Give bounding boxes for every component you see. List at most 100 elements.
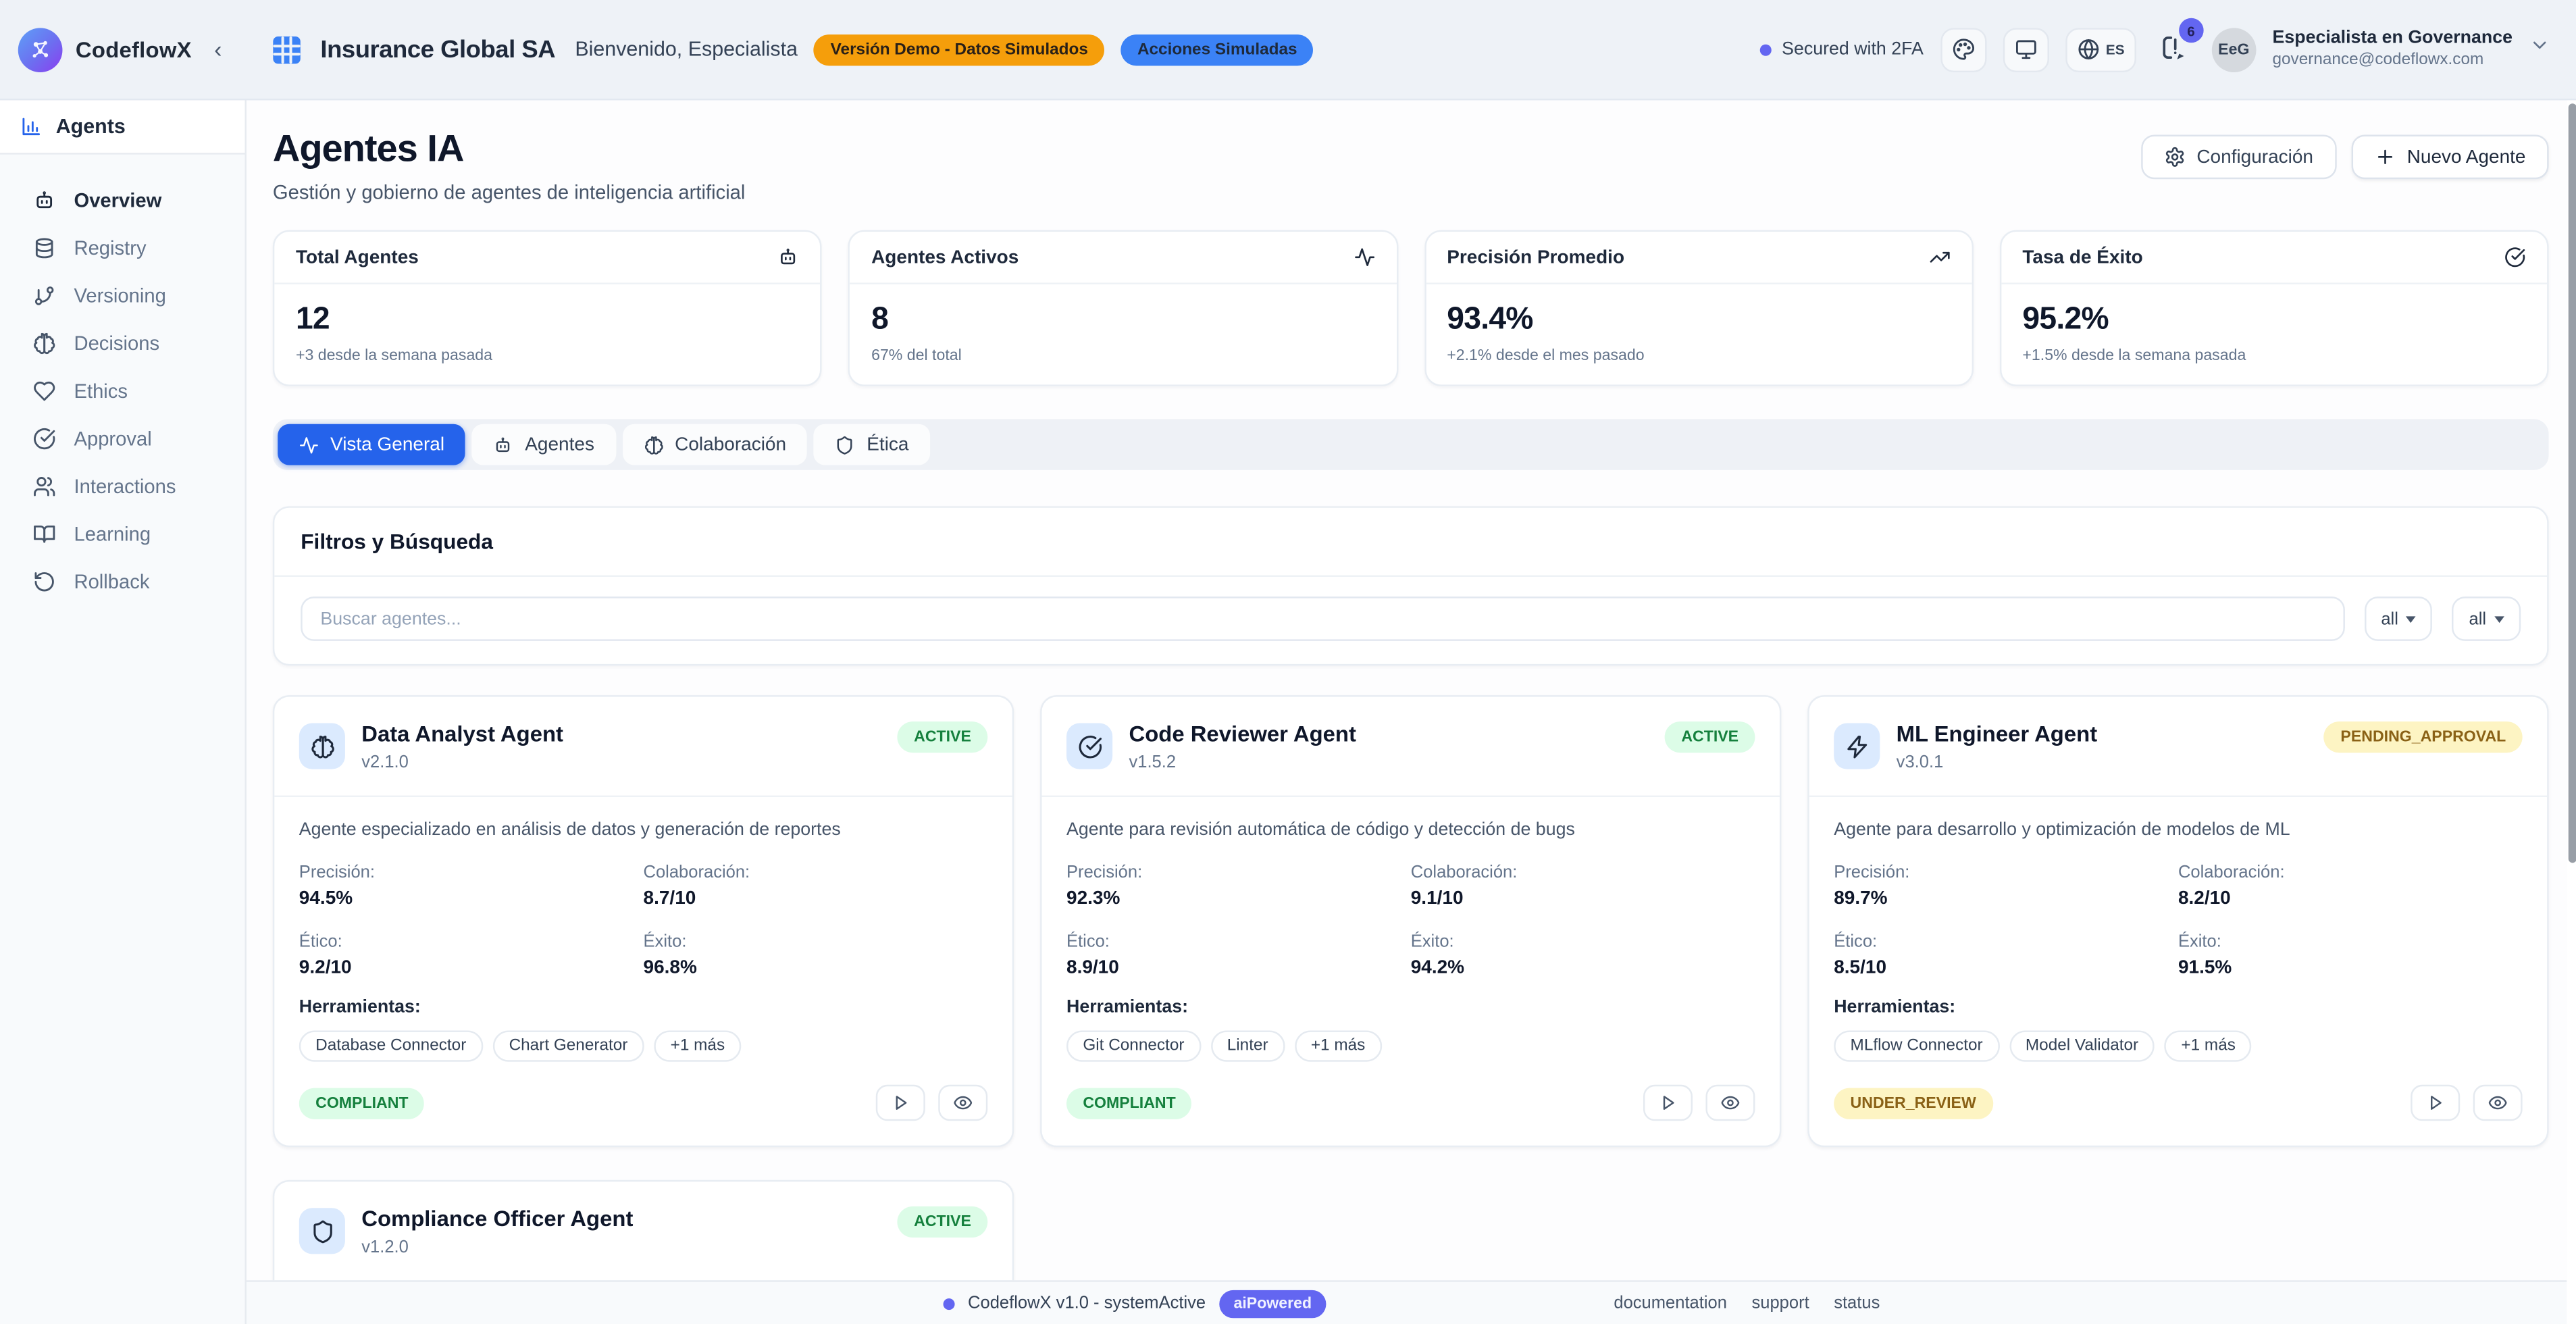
agent-card-body: Agente para revisión automática de códig…: [1042, 797, 1780, 1146]
metric-value: 91.5%: [2178, 958, 2232, 978]
play-icon: [1658, 1093, 1678, 1113]
brain-icon: [33, 331, 56, 354]
codeflowx-logo: [18, 27, 63, 72]
sidebar-collapse-button[interactable]: ‹: [214, 36, 222, 63]
stat-card: Agentes Activos 8 67% del total: [848, 230, 1398, 386]
agent-metric: Ético: 8.5/10: [1834, 932, 2178, 978]
footer-link-documentation[interactable]: documentation: [1614, 1293, 1727, 1313]
metric-label: Precisión:: [1066, 863, 1143, 883]
agent-metric: Ético: 9.2/10: [299, 932, 644, 978]
activity-icon: [1354, 247, 1375, 268]
tool-chip: MLflow Connector: [1834, 1030, 1999, 1062]
agent-metric: Éxito: 91.5%: [2178, 932, 2523, 978]
sidebar-item-rollback[interactable]: Rollback: [0, 557, 245, 605]
status-filter-dropdown[interactable]: all: [2365, 596, 2433, 641]
agent-card-footer: UNDER_REVIEW: [1834, 1084, 2523, 1121]
run-agent-button[interactable]: [2411, 1084, 2461, 1121]
agent-card: ML Engineer Agent v3.0.1 PENDING_APPROVAL A…: [1807, 695, 2549, 1148]
type-filter-dropdown[interactable]: all: [2452, 596, 2521, 641]
tool-chip: Git Connector: [1066, 1030, 1201, 1062]
main-content: Agentes IA Gestión y gobierno de agentes…: [247, 100, 2576, 1324]
stat-card-header: Total Agentes: [274, 232, 821, 284]
tools-label: Herramientas:: [299, 997, 421, 1018]
view-agent-button[interactable]: [938, 1084, 988, 1121]
agent-avatar: [299, 1208, 345, 1254]
tab-ética[interactable]: Ética: [814, 424, 931, 465]
sidebar-item-learning[interactable]: Learning: [0, 509, 245, 557]
agent-description: Agente para revisión automática de códig…: [1066, 820, 1575, 840]
stat-title: Precisión Promedio: [1447, 247, 1625, 268]
notifications-button[interactable]: 6: [2156, 18, 2204, 69]
metric-label: Ético:: [1834, 932, 1878, 952]
user-avatar[interactable]: EeG: [2211, 27, 2257, 72]
eye-icon: [2488, 1093, 2508, 1113]
bot-icon: [494, 435, 513, 455]
sidebar-item-versioning[interactable]: Versioning: [0, 271, 245, 319]
stat-title: Total Agentes: [295, 247, 419, 268]
view-agent-button[interactable]: [1705, 1084, 1755, 1121]
sidebar-item-decisions[interactable]: Decisions: [0, 319, 245, 367]
bot-icon: [777, 247, 799, 268]
metric-value: 8.2/10: [2178, 889, 2231, 909]
sidebar-item-approval[interactable]: Approval: [0, 414, 245, 462]
sidebar-item-overview[interactable]: Overview: [0, 176, 245, 224]
filters-panel: Filtros y Búsqueda all all: [272, 506, 2549, 666]
agent-card: Code Reviewer Agent v1.5.2 ACTIVE Agente pa…: [1040, 695, 1782, 1148]
filters-panel-header: Filtros y Búsqueda: [274, 508, 2548, 577]
company-name: Insurance Global SA: [320, 35, 556, 63]
stat-card-header: Agentes Activos: [850, 232, 1396, 284]
agent-metric: Precisión: 92.3%: [1066, 863, 1411, 909]
tab-agentes[interactable]: Agentes: [472, 424, 616, 465]
page-subtitle: Gestión y gobierno de agentes de intelig…: [272, 180, 746, 204]
tab-colaboración[interactable]: Colaboración: [622, 424, 808, 465]
tab-label: Agentes: [525, 434, 594, 455]
bot-icon: [33, 188, 56, 211]
run-agent-button[interactable]: [875, 1084, 925, 1121]
user-menu-chevron[interactable]: [2529, 34, 2550, 64]
theme-palette-button[interactable]: [1940, 27, 1986, 72]
brain-icon: [644, 435, 663, 455]
brand-name: CodeflowX: [75, 36, 192, 62]
agents-grid: Data Analyst Agent v2.1.0 ACTIVE Agente esp…: [272, 695, 2549, 1324]
footer-link-status[interactable]: status: [1834, 1293, 1880, 1313]
agent-avatar: [1834, 723, 1880, 769]
tools-label: Herramientas:: [1834, 997, 1956, 1018]
page-scrollbar[interactable]: [2567, 100, 2576, 1324]
stat-card: Precisión Promedio 93.4% +2.1% desde el me…: [1424, 230, 1974, 386]
stat-value: 95.2%: [2022, 302, 2109, 337]
welcome-text: Bienvenido, Especialista: [575, 37, 798, 61]
tool-chip: Linter: [1210, 1030, 1285, 1062]
configuration-button[interactable]: Configuración: [2140, 134, 2337, 180]
tool-chip: Model Validator: [2009, 1030, 2155, 1062]
2fa-status-dot: [1760, 43, 1772, 55]
footer-link-support[interactable]: support: [1751, 1293, 1809, 1313]
ai-powered-badge: aiPowered: [1218, 1289, 1327, 1318]
sidebar-item-registry[interactable]: Registry: [0, 224, 245, 272]
tab-label: Vista General: [330, 434, 445, 455]
stats-row: Total Agentes 12 +3 desde la semana pasada…: [272, 230, 2549, 386]
agent-metric: Colaboración: 9.1/10: [1411, 863, 1755, 909]
search-input[interactable]: [301, 596, 2345, 641]
metric-value: 9.2/10: [299, 958, 352, 978]
agent-card-header: Compliance Officer Agent v1.2.0 ACTIVE: [274, 1181, 1012, 1282]
display-mode-button[interactable]: [2002, 27, 2049, 72]
language-button[interactable]: ES: [2065, 27, 2136, 72]
stat-card: Total Agentes 12 +3 desde la semana pasada: [272, 230, 823, 386]
users-icon: [33, 474, 56, 497]
tab-vista-general[interactable]: Vista General: [278, 424, 466, 465]
main-area: Agentes IA Gestión y gobierno de agentes…: [246, 100, 2576, 1324]
configuration-button-label: Configuración: [2196, 147, 2314, 167]
sidebar-item-label: Learning: [74, 521, 151, 545]
play-icon: [2425, 1093, 2445, 1113]
demo-version-badge: Versión Demo - Datos Simulados: [814, 33, 1105, 66]
sidebar-item-interactions[interactable]: Interactions: [0, 462, 245, 510]
metric-value: 8.5/10: [1834, 958, 1887, 978]
stat-title: Agentes Activos: [871, 247, 1019, 268]
run-agent-button[interactable]: [1643, 1084, 1693, 1121]
scrollbar-thumb[interactable]: [2568, 103, 2576, 863]
heart-icon: [33, 379, 56, 402]
tool-chip: Database Connector: [299, 1030, 483, 1062]
new-agent-button[interactable]: Nuevo Agente: [2350, 134, 2549, 180]
sidebar-item-ethics[interactable]: Ethics: [0, 367, 245, 415]
view-agent-button[interactable]: [2473, 1084, 2523, 1121]
